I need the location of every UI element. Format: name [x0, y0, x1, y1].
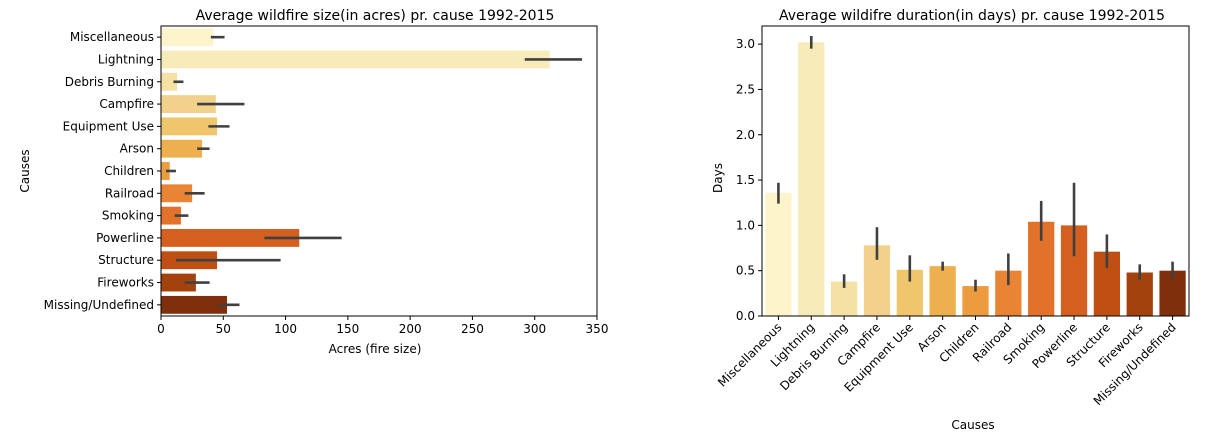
- x-tick-label: 300: [523, 322, 546, 336]
- x-tick-label: 0: [157, 322, 165, 336]
- bar: [161, 50, 550, 69]
- y-tick-label: Campfire: [99, 97, 154, 111]
- x-tick-labels: 0 50 100 150 200 250 300 350: [157, 316, 608, 336]
- y-tick-label: 3.0: [736, 37, 755, 51]
- y-tick-label: Lightning: [98, 52, 154, 66]
- x-tick-label: 250: [461, 322, 484, 336]
- y-tick-label: Fireworks: [97, 276, 154, 290]
- bar: [161, 139, 203, 158]
- bar: [161, 206, 181, 225]
- x-tick-label: 50: [216, 322, 231, 336]
- error-bars-layer: [165, 35, 583, 307]
- y-tick-label: Smoking: [102, 209, 154, 223]
- bar: [161, 28, 214, 47]
- y-tick-label: 2.5: [736, 82, 755, 96]
- y-tick-label: 0.0: [736, 309, 755, 323]
- bars-layer: [765, 42, 1186, 316]
- bar: [161, 72, 178, 91]
- chart-fire-size: Average wildfire size(in acres) pr. caus…: [18, 8, 608, 356]
- chart-title: Average wildifre duration(in days) pr. c…: [779, 8, 1165, 24]
- y-tick-labels: Miscellaneous Lightning Debris Burning Camp…: [44, 30, 161, 312]
- bars-layer: [161, 28, 550, 314]
- bar: [798, 42, 825, 316]
- y-tick-label: Debris Burning: [65, 75, 154, 89]
- bar: [161, 295, 228, 314]
- y-tick-label: 2.0: [736, 128, 755, 142]
- y-tick-label: Equipment Use: [63, 119, 154, 133]
- y-tick-label: 0.5: [736, 264, 755, 278]
- bar: [161, 162, 170, 180]
- y-axis-label: Days: [711, 163, 725, 193]
- bar: [161, 273, 196, 292]
- y-tick-label: Children: [104, 164, 154, 178]
- bar: [161, 184, 193, 203]
- x-tick-label: 150: [336, 322, 359, 336]
- plot-frame: [761, 25, 1190, 317]
- x-tick-label: 200: [399, 322, 422, 336]
- x-tick-label: 100: [274, 322, 297, 336]
- x-axis-label: Acres (fire size): [329, 342, 422, 356]
- error-bars-layer: [777, 35, 1174, 292]
- bar: [765, 192, 792, 316]
- bar: [161, 95, 216, 113]
- bar: [161, 229, 300, 247]
- y-tick-label: 1.5: [736, 173, 755, 187]
- y-tick-label: Arson: [120, 142, 154, 156]
- y-tick-label: Railroad: [105, 186, 154, 200]
- y-tick-label: Powerline: [96, 231, 154, 245]
- bar: [929, 266, 956, 316]
- y-tick-label: Missing/Undefined: [44, 298, 154, 312]
- y-axis-label: Causes: [18, 149, 32, 192]
- chart-fire-duration: Average wildifre duration(in days) pr. c…: [711, 8, 1190, 432]
- plot-frame: [160, 25, 598, 317]
- chart-title: Average wildfire size(in acres) pr. caus…: [196, 8, 555, 24]
- bar: [161, 117, 218, 136]
- y-tick-labels: 0.0 0.5 1.0 1.5 2.0 2.5 3.0: [736, 37, 762, 323]
- y-tick-label: Miscellaneous: [70, 30, 154, 44]
- y-tick-label: 1.0: [736, 218, 755, 232]
- x-tick-label: 350: [586, 322, 609, 336]
- x-axis-label: Causes: [951, 418, 994, 432]
- y-tick-label: Structure: [98, 253, 154, 267]
